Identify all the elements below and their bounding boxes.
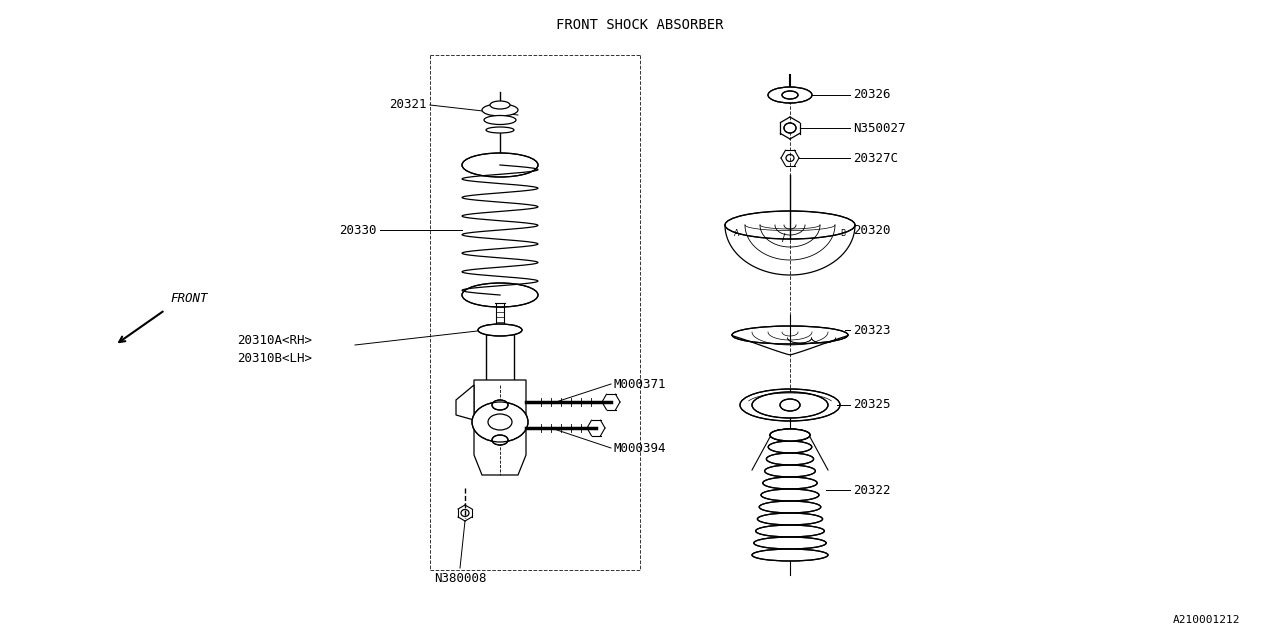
Text: /: / <box>782 233 785 243</box>
Text: A: A <box>735 228 740 237</box>
Ellipse shape <box>768 441 812 453</box>
Ellipse shape <box>462 283 538 307</box>
Ellipse shape <box>753 549 828 561</box>
Text: A210001212: A210001212 <box>1172 615 1240 625</box>
Text: M000371: M000371 <box>613 378 666 390</box>
Ellipse shape <box>783 123 796 133</box>
Ellipse shape <box>767 453 814 465</box>
Ellipse shape <box>484 115 516 125</box>
Ellipse shape <box>462 153 538 177</box>
Ellipse shape <box>724 211 855 239</box>
Ellipse shape <box>490 101 509 109</box>
Polygon shape <box>474 380 526 475</box>
Ellipse shape <box>758 513 823 525</box>
Text: 20326: 20326 <box>852 88 891 102</box>
Ellipse shape <box>771 429 810 441</box>
Text: FRONT SHOCK ABSORBER: FRONT SHOCK ABSORBER <box>557 18 723 32</box>
Text: B: B <box>841 228 846 237</box>
Ellipse shape <box>771 429 810 441</box>
Ellipse shape <box>740 389 840 421</box>
Ellipse shape <box>732 326 849 344</box>
Text: 20330: 20330 <box>339 223 378 237</box>
Text: N350027: N350027 <box>852 122 905 134</box>
Text: 20310B<LH>: 20310B<LH> <box>237 351 312 365</box>
Ellipse shape <box>763 477 817 489</box>
Ellipse shape <box>486 127 515 133</box>
Ellipse shape <box>762 489 819 501</box>
Ellipse shape <box>782 91 797 99</box>
Ellipse shape <box>754 537 826 549</box>
Ellipse shape <box>755 525 824 537</box>
Polygon shape <box>456 385 474 420</box>
Text: M000394: M000394 <box>613 442 666 454</box>
Text: 20327C: 20327C <box>852 152 899 164</box>
Ellipse shape <box>477 324 522 336</box>
Ellipse shape <box>472 402 529 442</box>
Text: 20325: 20325 <box>852 399 891 412</box>
Ellipse shape <box>780 399 800 411</box>
Text: N380008: N380008 <box>434 572 486 584</box>
Text: 20323: 20323 <box>852 323 891 337</box>
Ellipse shape <box>759 501 820 513</box>
Ellipse shape <box>483 104 518 116</box>
Ellipse shape <box>768 87 812 103</box>
Text: 20310A<RH>: 20310A<RH> <box>237 333 312 346</box>
Text: 20322: 20322 <box>852 483 891 497</box>
Text: 20321: 20321 <box>389 99 428 111</box>
Ellipse shape <box>492 435 508 445</box>
Ellipse shape <box>764 465 815 477</box>
Text: 20320: 20320 <box>852 223 891 237</box>
Ellipse shape <box>492 400 508 410</box>
Ellipse shape <box>753 392 828 418</box>
Text: FRONT: FRONT <box>170 292 207 305</box>
